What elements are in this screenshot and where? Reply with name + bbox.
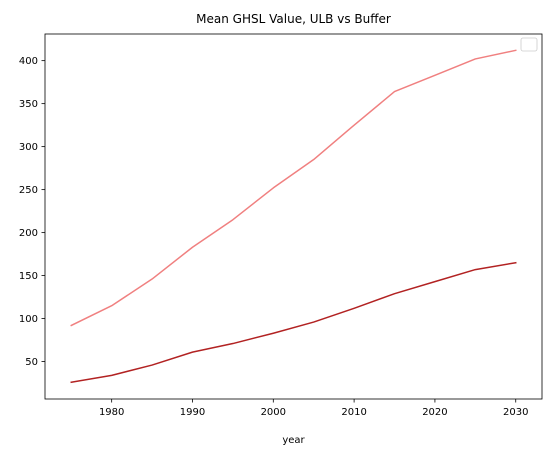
y-tick-label: 350 xyxy=(19,99,38,110)
x-tick-label: 2020 xyxy=(422,407,447,418)
x-tick-label: 2000 xyxy=(261,407,286,418)
y-tick-label: 300 xyxy=(19,142,38,153)
x-tick-label: 2010 xyxy=(341,407,366,418)
x-axis-ticks: 1980 1990 2000 2010 2020 2030 xyxy=(99,399,528,418)
y-tick-label: 400 xyxy=(19,56,38,67)
x-tick-label: 1980 xyxy=(99,407,124,418)
y-axis-ticks: 50 100 150 200 250 300 350 400 xyxy=(19,56,45,368)
y-tick-label: 200 xyxy=(19,228,38,239)
y-tick-label: 100 xyxy=(19,314,38,325)
y-tick-label: 250 xyxy=(19,185,38,196)
y-tick-label: 150 xyxy=(19,271,38,282)
chart-title: Mean GHSL Value, ULB vs Buffer xyxy=(196,12,391,26)
series-layer xyxy=(70,49,517,384)
x-tick-label: 1990 xyxy=(180,407,205,418)
series-line-2 xyxy=(70,261,517,384)
plot-frame xyxy=(44,33,543,400)
series-line-1 xyxy=(70,49,517,327)
x-tick-label: 2030 xyxy=(503,407,528,418)
y-tick-label: 50 xyxy=(25,357,38,368)
x-axis-label: year xyxy=(282,435,305,446)
legend-box xyxy=(520,37,538,52)
